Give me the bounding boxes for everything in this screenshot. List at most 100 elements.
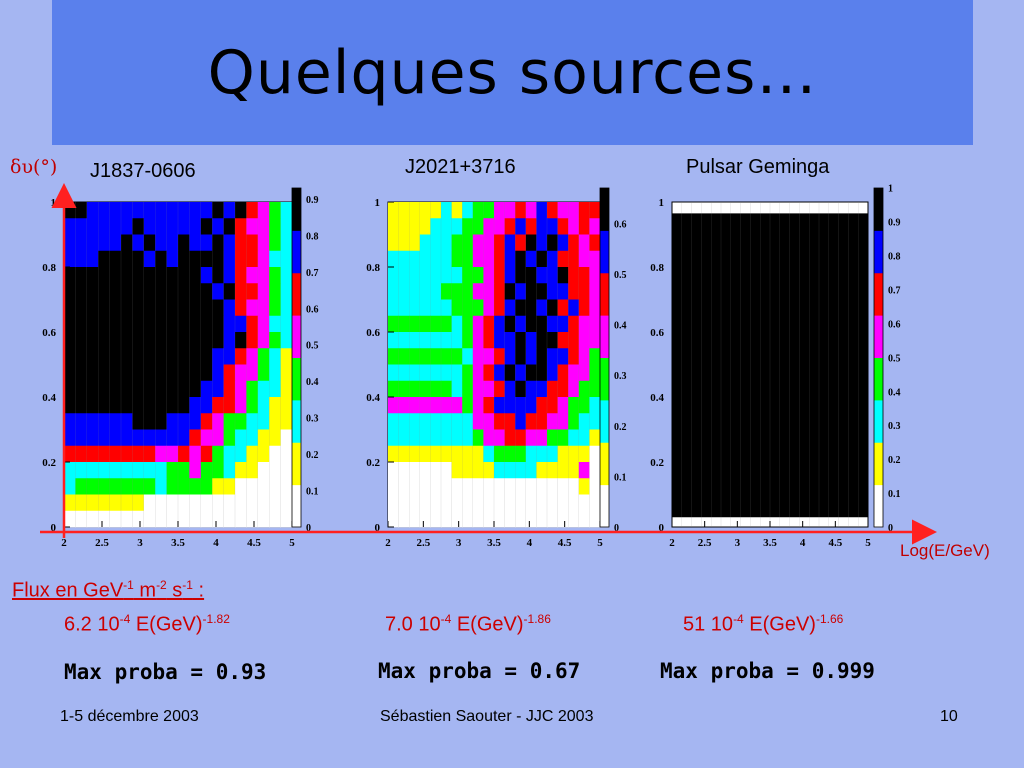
heatmap-cell — [430, 234, 442, 252]
heatmap-cell — [121, 413, 133, 430]
heatmap-cell — [536, 462, 548, 479]
heatmap-cell — [75, 250, 88, 268]
heatmap-cell — [419, 429, 431, 447]
heatmap-cell — [462, 478, 474, 495]
heatmap-cell — [504, 299, 516, 317]
heatmap-cell — [109, 267, 122, 284]
heatmap-cell — [132, 413, 145, 430]
heatmap-cell — [109, 332, 122, 349]
heatmap-cell — [483, 202, 495, 219]
heatmap-cell — [246, 380, 259, 398]
heatmap-cell — [504, 283, 516, 300]
colorbar-tick-label: 0.4 — [614, 321, 627, 332]
heatmap-cell — [578, 462, 590, 479]
heatmap-cell — [212, 494, 224, 512]
colorbar-tick-label: 0.4 — [306, 377, 319, 388]
heatmap-cell — [64, 494, 76, 512]
heatmap-cell — [504, 348, 516, 365]
heatmap-cell — [568, 494, 580, 512]
heatmap-cell — [280, 218, 293, 235]
heatmap-cell — [269, 364, 281, 382]
heatmap-cell — [472, 510, 484, 528]
heatmap-cell — [589, 510, 601, 528]
panel-title-1: J1837-0606 — [90, 160, 196, 182]
heatmap-cell — [212, 510, 224, 528]
heatmap-cell — [155, 267, 167, 284]
heatmap-cell — [557, 478, 569, 495]
y-tick-label: 0.6 — [650, 327, 664, 339]
heatmap-cell — [398, 413, 410, 430]
heatmap-cell — [200, 364, 213, 382]
heatmap-cell — [515, 462, 527, 479]
heatmap-cell — [178, 348, 190, 365]
colorbar-segment — [292, 188, 301, 231]
heatmap-cell — [280, 429, 293, 447]
heatmap-cell — [451, 494, 463, 512]
heatmap-cell — [441, 380, 452, 398]
heatmap-cell — [547, 348, 558, 365]
heatmap-cell — [280, 413, 293, 430]
heatmap-cell — [525, 494, 537, 512]
heatmap-cell — [472, 218, 484, 235]
heatmap-cell — [398, 234, 410, 252]
heatmap-cell — [504, 364, 516, 382]
heatmap-cell — [200, 397, 213, 414]
heatmap-cell — [451, 510, 463, 528]
heatmap-cell — [451, 234, 463, 252]
heatmap-cell — [568, 364, 580, 382]
heatmap-cell — [525, 364, 537, 382]
heatmap-cell — [109, 413, 122, 430]
heatmap-cell — [430, 332, 442, 349]
heatmap-cell — [568, 510, 580, 528]
x-tick-label: 4.5 — [828, 537, 842, 549]
heatmap-cell — [388, 234, 399, 252]
heatmap-cell — [109, 462, 122, 479]
heatmap-cell — [525, 332, 537, 349]
heatmap-cell — [441, 445, 452, 463]
heatmap-cell — [212, 445, 224, 463]
heatmap-cell — [409, 267, 421, 284]
heatmap-cell — [109, 299, 122, 317]
y-tick-label: 0 — [375, 522, 381, 534]
heatmap-cell — [525, 315, 537, 333]
heatmap-cell — [472, 380, 484, 398]
heatmap-cell — [121, 462, 133, 479]
colorbar-segment — [874, 357, 883, 401]
heatmap-cell — [430, 218, 442, 235]
heatmap-cell — [536, 332, 548, 349]
heatmap-cell — [155, 510, 167, 528]
heatmap-cell — [64, 478, 76, 495]
colorbar-tick-label: 0.2 — [614, 422, 627, 433]
heatmap-cell — [64, 510, 76, 528]
colorbar-tick-label: 0.5 — [306, 341, 319, 352]
heatmap-cell — [189, 380, 202, 398]
heatmap-cell — [472, 299, 484, 317]
heatmap-cell — [472, 445, 484, 463]
heatmap-cell — [155, 380, 167, 398]
heatmap-cell — [246, 283, 259, 300]
heatmap-cell — [388, 445, 399, 463]
heatmap-cell — [589, 494, 601, 512]
heatmap-cell — [86, 332, 99, 349]
heatmap-cell — [189, 364, 202, 382]
heatmap-cell — [483, 397, 495, 414]
heatmap-cell — [246, 478, 259, 495]
heatmap-cell — [515, 315, 527, 333]
heatmap-cell — [155, 315, 167, 333]
heatmap-cell — [121, 234, 133, 252]
heatmap-cell — [246, 445, 259, 463]
heatmap-cell — [547, 250, 558, 268]
colorbar-tick-label: 0.6 — [614, 219, 627, 230]
heatmap-cell — [132, 445, 145, 463]
heatmap-cell — [121, 510, 133, 528]
heatmap-cell — [109, 510, 122, 528]
heatmap-cell — [223, 445, 236, 463]
heatmap-cell — [451, 267, 463, 284]
heatmap-cell — [430, 315, 442, 333]
heatmap-cell — [200, 348, 213, 365]
heatmap-cell — [568, 462, 580, 479]
heatmap-cell — [525, 445, 537, 463]
y-tick-label: 0.6 — [42, 327, 56, 339]
colorbar-segment — [874, 188, 883, 231]
heatmap-cell — [155, 218, 167, 235]
